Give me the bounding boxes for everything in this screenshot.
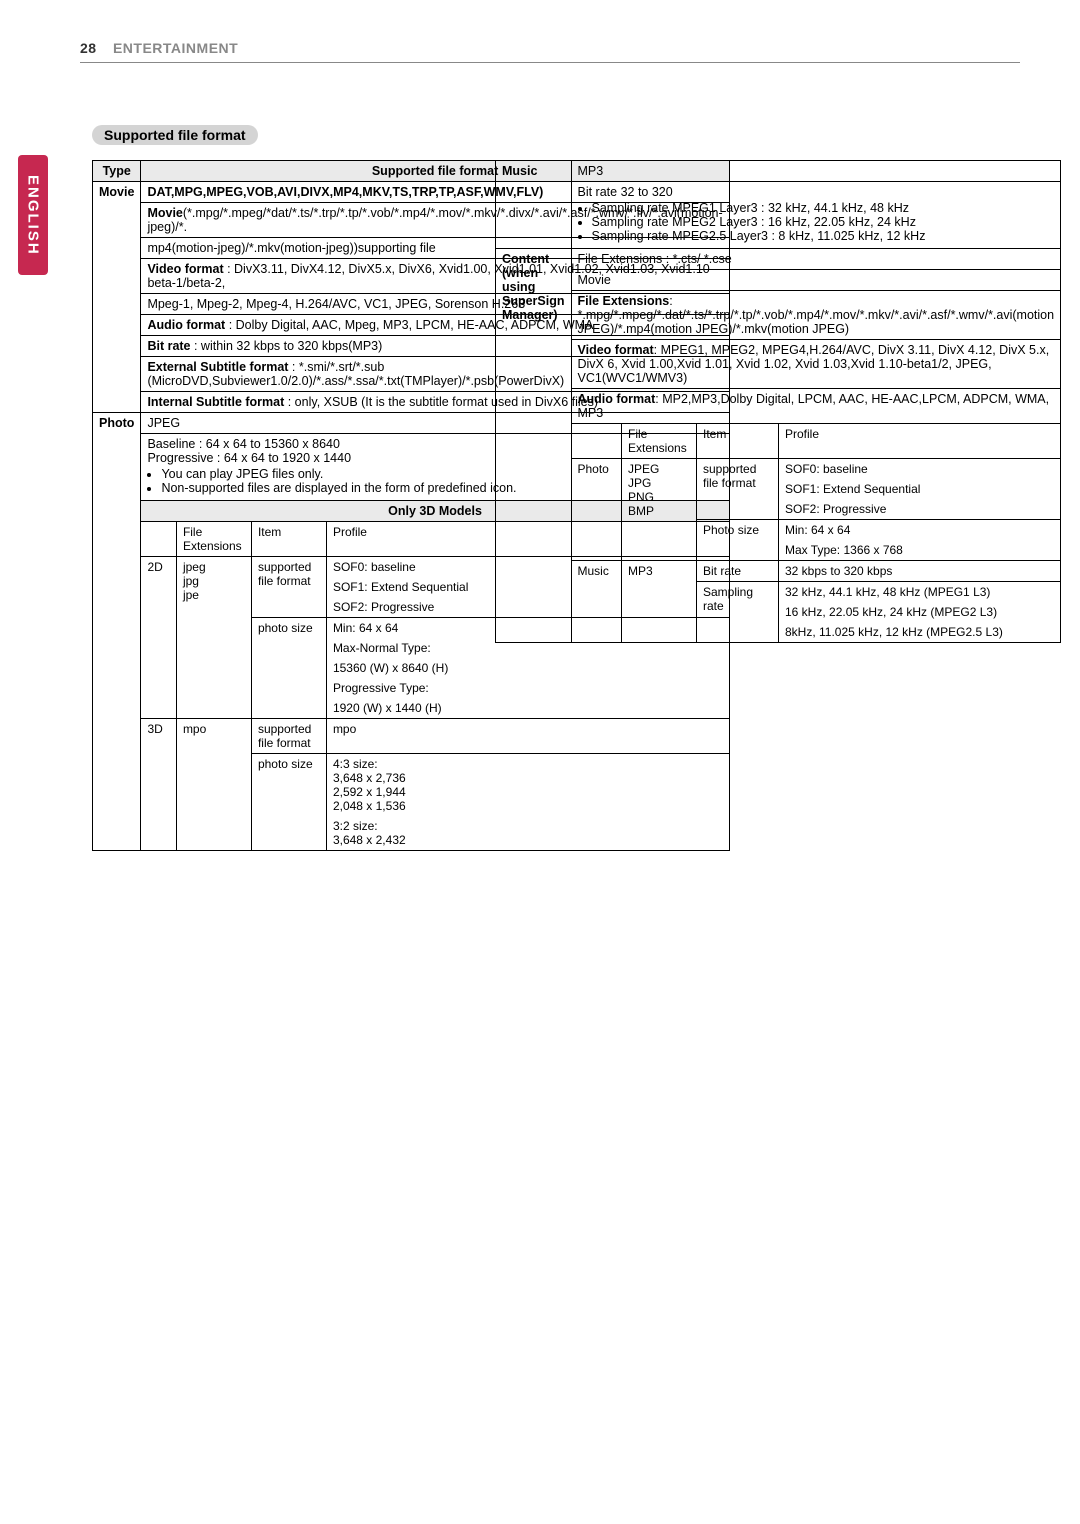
page-number: 28: [80, 40, 97, 56]
content-fileext: File Extensions: *.mpg/*.mpeg/*.dat/*.ts…: [571, 291, 1061, 340]
col-type: Type: [93, 161, 141, 182]
music-mp3: MP3: [571, 161, 1061, 182]
row-music-label: Music: [496, 161, 572, 249]
content-af: Audio format: MP2,MP3,Dolby Digital, LPC…: [571, 389, 1061, 424]
music-details: Bit rate 32 to 320 Sampling rate MPEG1 L…: [571, 182, 1061, 249]
content-ext: File Extensions : *.cts/ *.cse: [571, 249, 1061, 270]
section-title: Supported file format: [92, 125, 258, 145]
content-vf: Video format: MPEG1, MPEG2, MPEG4,H.264/…: [571, 340, 1061, 389]
language-tab: ENGLISH: [18, 155, 48, 275]
row-content-label: Content (when using SuperSign Manager): [496, 249, 572, 643]
content-movie: Movie: [571, 270, 1061, 291]
left-column: Type Supported file format Movie DAT,MPG…: [92, 160, 472, 851]
page-header: 28 ENTERTAINMENT: [80, 40, 238, 56]
header-rule: [80, 62, 1020, 63]
row-photo-label: Photo: [93, 413, 141, 851]
row-movie-label: Movie: [93, 182, 141, 413]
section-label: ENTERTAINMENT: [113, 40, 238, 56]
content-sub-table: File Extensions Item Profile Photo JPEG …: [571, 424, 1061, 643]
right-column: Music MP3 Bit rate 32 to 320 Sampling ra…: [495, 160, 970, 643]
format-table-right: Music MP3 Bit rate 32 to 320 Sampling ra…: [495, 160, 1061, 643]
